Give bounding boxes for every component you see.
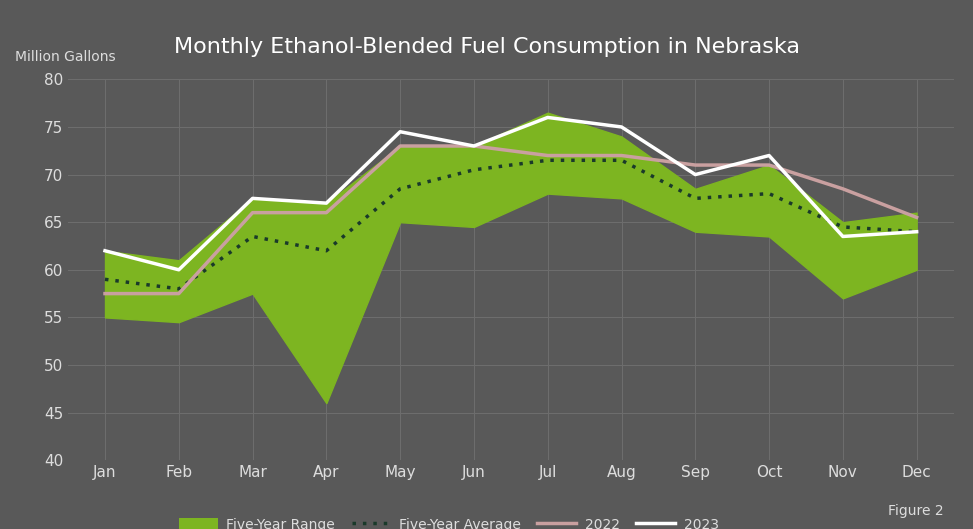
Text: Monthly Ethanol-Blended Fuel Consumption in Nebraska: Monthly Ethanol-Blended Fuel Consumption… <box>173 37 800 57</box>
Text: Million Gallons: Million Gallons <box>15 50 116 64</box>
Text: Figure 2: Figure 2 <box>888 505 944 518</box>
Legend: Five-Year Range, Five-Year Average, 2022, 2023: Five-Year Range, Five-Year Average, 2022… <box>173 512 724 529</box>
